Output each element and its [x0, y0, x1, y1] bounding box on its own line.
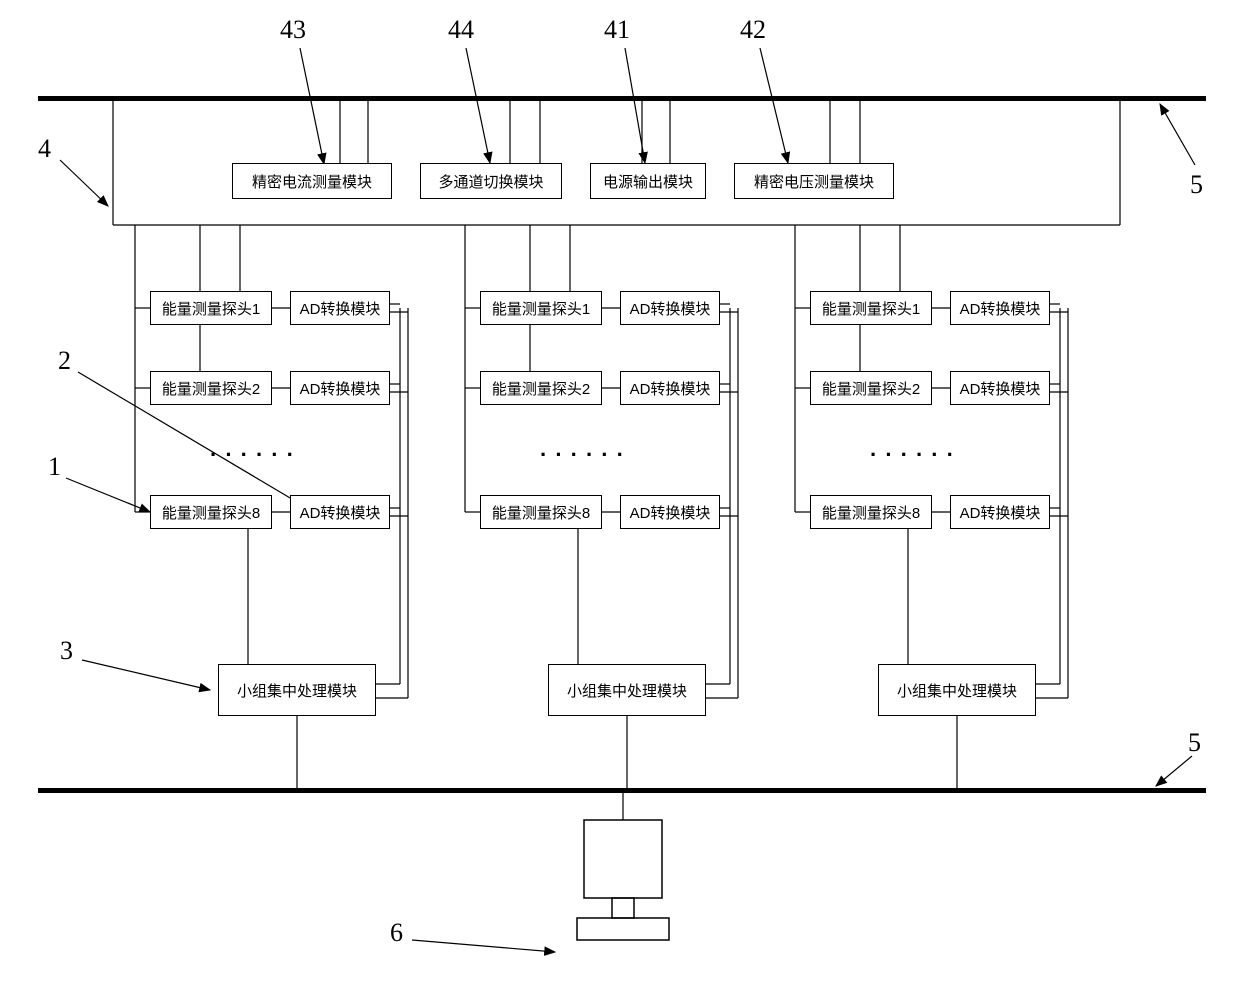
ad-box: AD转换模块	[620, 371, 720, 405]
top-module: 精密电压测量模块	[734, 163, 894, 199]
group-module: 小组集中处理模块	[548, 664, 706, 716]
ad-box: AD转换模块	[620, 495, 720, 529]
ellipsis: ······	[540, 442, 632, 468]
probe-box: 能量测量探头8	[150, 495, 272, 529]
ad-box: AD转换模块	[290, 371, 390, 405]
probe-box: 能量测量探头8	[810, 495, 932, 529]
probe-box: 能量测量探头2	[810, 371, 932, 405]
callout-44: 44	[448, 15, 474, 45]
callout-5b: 5	[1188, 728, 1201, 758]
bottom-bus	[38, 788, 1206, 793]
probe-box: 能量测量探头2	[150, 371, 272, 405]
top-bus	[38, 96, 1206, 101]
group-module: 小组集中处理模块	[878, 664, 1036, 716]
ad-box: AD转换模块	[290, 495, 390, 529]
callout-2: 2	[58, 346, 71, 376]
callout-41: 41	[604, 15, 630, 45]
ad-box: AD转换模块	[620, 291, 720, 325]
ad-box: AD转换模块	[950, 371, 1050, 405]
probe-box: 能量测量探头8	[480, 495, 602, 529]
top-module: 多通道切换模块	[420, 163, 562, 199]
callout-1: 1	[48, 452, 61, 482]
callout-6: 6	[390, 918, 403, 948]
probe-box: 能量测量探头1	[810, 291, 932, 325]
callout-43: 43	[280, 15, 306, 45]
ellipsis: ······	[210, 442, 302, 468]
ellipsis: ······	[870, 442, 962, 468]
ad-box: AD转换模块	[950, 495, 1050, 529]
ad-box: AD转换模块	[950, 291, 1050, 325]
probe-box: 能量测量探头1	[480, 291, 602, 325]
top-module: 精密电流测量模块	[232, 163, 392, 199]
callout-4: 4	[38, 134, 51, 164]
callout-5a: 5	[1190, 170, 1203, 200]
callout-3: 3	[60, 636, 73, 666]
group-module: 小组集中处理模块	[218, 664, 376, 716]
top-module: 电源输出模块	[590, 163, 706, 199]
probe-box: 能量测量探头2	[480, 371, 602, 405]
ad-box: AD转换模块	[290, 291, 390, 325]
probe-box: 能量测量探头1	[150, 291, 272, 325]
callout-42: 42	[740, 15, 766, 45]
